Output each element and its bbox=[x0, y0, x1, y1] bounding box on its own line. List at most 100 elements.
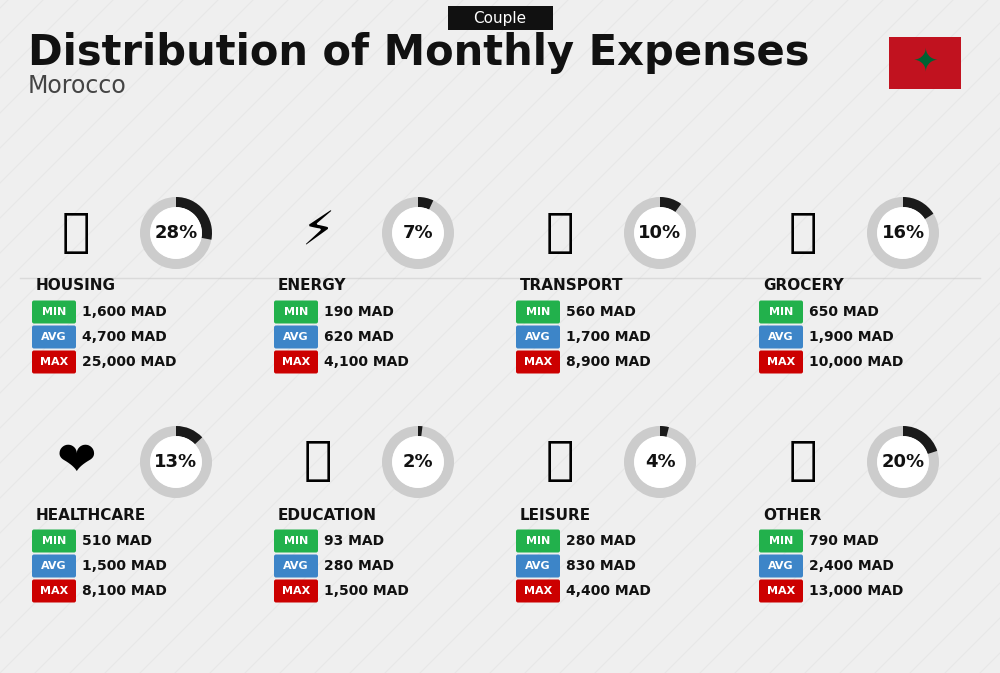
FancyBboxPatch shape bbox=[274, 301, 318, 324]
Wedge shape bbox=[382, 426, 454, 498]
Text: 4,700 MAD: 4,700 MAD bbox=[82, 330, 167, 344]
Text: ❤: ❤ bbox=[56, 439, 96, 485]
Text: EDUCATION: EDUCATION bbox=[278, 507, 377, 522]
Wedge shape bbox=[903, 197, 933, 219]
Circle shape bbox=[150, 207, 202, 259]
Text: 1,900 MAD: 1,900 MAD bbox=[809, 330, 894, 344]
Text: 🎓: 🎓 bbox=[304, 439, 332, 485]
Wedge shape bbox=[382, 197, 454, 269]
FancyBboxPatch shape bbox=[516, 555, 560, 577]
Text: OTHER: OTHER bbox=[763, 507, 821, 522]
Text: 830 MAD: 830 MAD bbox=[566, 559, 636, 573]
Text: AVG: AVG bbox=[41, 332, 67, 342]
Text: AVG: AVG bbox=[768, 332, 794, 342]
Wedge shape bbox=[418, 197, 433, 209]
Text: 🛒: 🛒 bbox=[789, 211, 817, 256]
Text: 280 MAD: 280 MAD bbox=[324, 559, 394, 573]
Text: AVG: AVG bbox=[525, 332, 551, 342]
Text: TRANSPORT: TRANSPORT bbox=[520, 279, 624, 293]
Wedge shape bbox=[903, 426, 937, 454]
Wedge shape bbox=[140, 426, 212, 498]
Text: ✦: ✦ bbox=[912, 48, 938, 77]
Text: 1,600 MAD: 1,600 MAD bbox=[82, 305, 167, 319]
Text: 🚌: 🚌 bbox=[546, 211, 574, 256]
FancyBboxPatch shape bbox=[889, 37, 961, 89]
Circle shape bbox=[392, 207, 444, 259]
Circle shape bbox=[150, 436, 202, 488]
Text: Couple: Couple bbox=[473, 11, 527, 26]
Text: 4%: 4% bbox=[645, 453, 675, 471]
Text: AVG: AVG bbox=[41, 561, 67, 571]
Text: ENERGY: ENERGY bbox=[278, 279, 347, 293]
FancyBboxPatch shape bbox=[32, 555, 76, 577]
Circle shape bbox=[877, 436, 929, 488]
FancyBboxPatch shape bbox=[32, 579, 76, 602]
Text: ⚡: ⚡ bbox=[301, 211, 335, 256]
Text: 620 MAD: 620 MAD bbox=[324, 330, 394, 344]
FancyBboxPatch shape bbox=[32, 351, 76, 374]
FancyBboxPatch shape bbox=[32, 530, 76, 553]
Text: 280 MAD: 280 MAD bbox=[566, 534, 636, 548]
Text: 16%: 16% bbox=[881, 224, 925, 242]
Text: MAX: MAX bbox=[524, 357, 552, 367]
FancyBboxPatch shape bbox=[32, 326, 76, 349]
Text: HEALTHCARE: HEALTHCARE bbox=[36, 507, 146, 522]
Text: 13,000 MAD: 13,000 MAD bbox=[809, 584, 903, 598]
Text: 560 MAD: 560 MAD bbox=[566, 305, 636, 319]
FancyBboxPatch shape bbox=[516, 301, 560, 324]
Wedge shape bbox=[418, 426, 423, 436]
Text: 1,500 MAD: 1,500 MAD bbox=[82, 559, 167, 573]
FancyBboxPatch shape bbox=[516, 351, 560, 374]
FancyBboxPatch shape bbox=[759, 530, 803, 553]
FancyBboxPatch shape bbox=[274, 351, 318, 374]
FancyBboxPatch shape bbox=[516, 326, 560, 349]
Text: 2%: 2% bbox=[403, 453, 433, 471]
FancyBboxPatch shape bbox=[759, 555, 803, 577]
FancyBboxPatch shape bbox=[516, 530, 560, 553]
Text: 1,500 MAD: 1,500 MAD bbox=[324, 584, 409, 598]
FancyBboxPatch shape bbox=[759, 301, 803, 324]
Wedge shape bbox=[867, 197, 939, 269]
Text: 8,100 MAD: 8,100 MAD bbox=[82, 584, 167, 598]
Text: MAX: MAX bbox=[767, 357, 795, 367]
Text: 25,000 MAD: 25,000 MAD bbox=[82, 355, 176, 369]
Text: 7%: 7% bbox=[403, 224, 433, 242]
Text: 2,400 MAD: 2,400 MAD bbox=[809, 559, 894, 573]
Wedge shape bbox=[867, 426, 939, 498]
Text: AVG: AVG bbox=[283, 561, 309, 571]
Text: 10,000 MAD: 10,000 MAD bbox=[809, 355, 903, 369]
Text: 1,700 MAD: 1,700 MAD bbox=[566, 330, 651, 344]
Text: 4,100 MAD: 4,100 MAD bbox=[324, 355, 409, 369]
Text: 650 MAD: 650 MAD bbox=[809, 305, 879, 319]
Text: MIN: MIN bbox=[284, 307, 308, 317]
Text: Distribution of Monthly Expenses: Distribution of Monthly Expenses bbox=[28, 32, 810, 74]
FancyBboxPatch shape bbox=[274, 555, 318, 577]
Text: AVG: AVG bbox=[525, 561, 551, 571]
Wedge shape bbox=[176, 197, 212, 240]
Text: GROCERY: GROCERY bbox=[763, 279, 844, 293]
FancyBboxPatch shape bbox=[759, 579, 803, 602]
Text: 10%: 10% bbox=[638, 224, 682, 242]
Wedge shape bbox=[140, 197, 212, 269]
Circle shape bbox=[877, 207, 929, 259]
Text: MAX: MAX bbox=[282, 586, 310, 596]
Text: 510 MAD: 510 MAD bbox=[82, 534, 152, 548]
Text: 8,900 MAD: 8,900 MAD bbox=[566, 355, 651, 369]
Wedge shape bbox=[624, 197, 696, 269]
Text: 🛍: 🛍 bbox=[546, 439, 574, 485]
Text: 13%: 13% bbox=[154, 453, 198, 471]
Wedge shape bbox=[660, 197, 681, 212]
Text: MIN: MIN bbox=[526, 536, 550, 546]
Text: 🏗: 🏗 bbox=[62, 211, 90, 256]
Text: MIN: MIN bbox=[769, 307, 793, 317]
FancyBboxPatch shape bbox=[274, 579, 318, 602]
Text: MAX: MAX bbox=[40, 586, 68, 596]
FancyBboxPatch shape bbox=[759, 351, 803, 374]
FancyBboxPatch shape bbox=[32, 301, 76, 324]
Text: AVG: AVG bbox=[768, 561, 794, 571]
FancyBboxPatch shape bbox=[448, 6, 552, 30]
Wedge shape bbox=[660, 426, 669, 437]
Text: MIN: MIN bbox=[769, 536, 793, 546]
FancyBboxPatch shape bbox=[274, 530, 318, 553]
Text: Morocco: Morocco bbox=[28, 74, 127, 98]
